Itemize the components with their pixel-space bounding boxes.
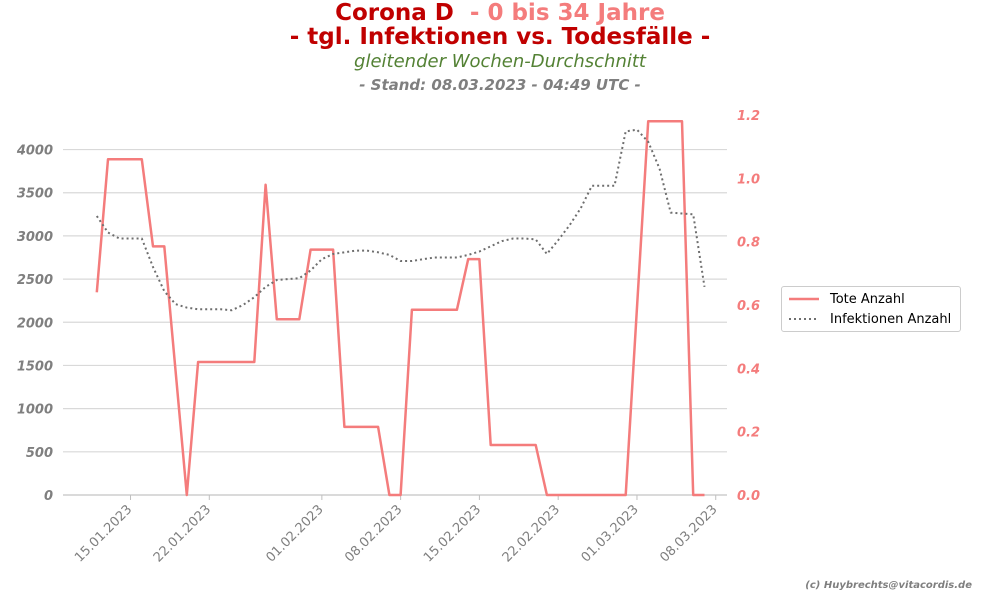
legend-dotted-line-icon xyxy=(789,318,819,320)
chart-legend: Tote Anzahl Infektionen Anzahl xyxy=(781,286,961,332)
legend-item-tote: Tote Anzahl xyxy=(788,290,905,308)
title-country: Corona D xyxy=(335,0,454,26)
title-age-group: - 0 bis 34 Jahre xyxy=(469,0,665,26)
series-line-tote xyxy=(95,120,705,497)
y-left-tick-label: 3000 xyxy=(17,230,53,245)
y-right-tick-label: 0.8 xyxy=(737,236,760,251)
y-left-tick-label: 4000 xyxy=(16,144,53,159)
x-tick-label: 22.01.2023 xyxy=(151,502,214,565)
x-tick-label: 01.03.2023 xyxy=(579,502,642,565)
chart-title-line1: Corona D - 0 bis 34 Jahre xyxy=(0,0,1000,26)
y-right-tick-label: 1.0 xyxy=(737,172,760,187)
x-tick-label: 15.01.2023 xyxy=(72,502,135,565)
chart-title-line2: - tgl. Infektionen vs. Todesfälle - xyxy=(289,24,711,50)
chart-subtitle: gleitender Wochen-Durchschnitt xyxy=(354,51,646,72)
y-left-tick-label: 0 xyxy=(44,489,53,504)
y-right-tick-label: 0.4 xyxy=(737,362,760,377)
x-tick-label: 08.02.2023 xyxy=(342,502,405,565)
y-right-tick-label: 0.0 xyxy=(737,489,760,504)
x-tick-label: 08.03.2023 xyxy=(657,502,720,565)
x-tick-label: 22.02.2023 xyxy=(500,502,563,565)
y-left-tick-label: 1000 xyxy=(17,403,53,418)
y-right-tick-label: 1.2 xyxy=(737,109,760,124)
y-left-tick-label: 2500 xyxy=(17,273,53,288)
y-left-tick-label: 3500 xyxy=(17,187,53,202)
copyright-credit: (c) Huybrechts@vitacordis.de xyxy=(805,580,972,591)
y-right-tick-label: 0.6 xyxy=(737,299,760,314)
legend-solid-line-icon xyxy=(789,297,819,301)
x-tick-label: 01.02.2023 xyxy=(263,502,326,565)
x-tick-label: 15.02.2023 xyxy=(421,502,484,565)
legend-label-tote: Tote Anzahl xyxy=(830,291,905,307)
series-line-infektionen xyxy=(95,128,706,312)
y-left-tick-label: 1500 xyxy=(17,359,53,374)
legend-item-infektionen: Infektionen Anzahl xyxy=(788,310,951,328)
y-left-tick-label: 500 xyxy=(26,446,53,461)
y-left-tick-label: 2000 xyxy=(17,316,53,331)
legend-label-infektionen: Infektionen Anzahl xyxy=(830,311,952,327)
y-right-tick-label: 0.2 xyxy=(737,426,760,441)
chart-date-stamp: - Stand: 08.03.2023 - 04:49 UTC - xyxy=(359,76,641,94)
